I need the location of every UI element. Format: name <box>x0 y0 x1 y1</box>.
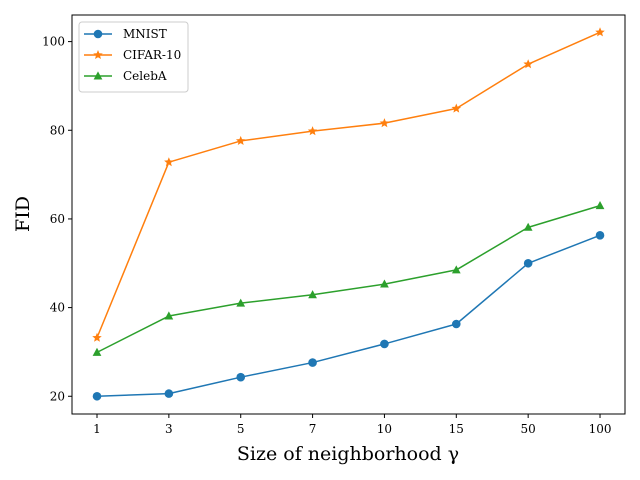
data-point-celeba-100 <box>595 201 605 210</box>
legend-label-cifar-10: CIFAR-10 <box>123 48 181 62</box>
x-tick-label-7: 7 <box>309 422 317 436</box>
data-point-cifar-10-10 <box>379 118 390 128</box>
legend-marker-celeba <box>93 71 103 80</box>
legend-box <box>78 21 189 93</box>
data-point-mnist-100 <box>595 231 605 240</box>
series-line-cifar-10 <box>96 31 601 339</box>
data-point-celeba-3 <box>164 311 174 320</box>
data-point-celeba-50 <box>523 222 533 231</box>
series-line-celeba <box>96 204 601 354</box>
series-layer <box>92 27 605 401</box>
data-point-mnist-10 <box>380 339 389 349</box>
data-point-cifar-10-7 <box>307 126 318 136</box>
data-point-cifar-10-100 <box>595 27 605 37</box>
data-point-mnist-1 <box>92 391 102 401</box>
series-mnist <box>92 231 605 401</box>
x-tick-label-1: 1 <box>93 422 101 436</box>
x-tick-label-15: 15 <box>449 422 464 436</box>
data-point-celeba-1 <box>92 347 102 356</box>
y-tick-label-60: 60 <box>50 212 65 226</box>
series-line-mnist <box>96 234 601 398</box>
data-point-cifar-10-50 <box>523 59 533 69</box>
y-tick-label-100: 100 <box>42 35 65 49</box>
x-tick-label-5: 5 <box>237 422 245 436</box>
data-point-cifar-10-5 <box>235 135 246 145</box>
y-axis-label: FID <box>12 196 34 232</box>
data-point-mnist-7 <box>308 358 317 367</box>
legend-marker-cifar-10 <box>93 50 103 60</box>
data-point-mnist-50 <box>523 258 533 268</box>
data-point-mnist-5 <box>236 372 246 382</box>
legend-label-celeba: CelebA <box>123 69 167 83</box>
x-tick-label-50: 50 <box>521 422 536 436</box>
data-point-celeba-15 <box>451 265 461 274</box>
x-tick-label-10: 10 <box>377 422 392 436</box>
y-tick-label-80: 80 <box>50 123 65 137</box>
data-point-mnist-3 <box>164 389 174 398</box>
data-point-cifar-10-15 <box>451 103 462 113</box>
data-point-cifar-10-3 <box>164 157 174 167</box>
x-tick-label-100: 100 <box>589 422 612 436</box>
y-tick-label-20: 20 <box>50 389 65 403</box>
y-tick-label-40: 40 <box>50 301 65 315</box>
x-tick-label-3: 3 <box>165 422 173 436</box>
series-cifar-10 <box>92 27 605 342</box>
legend-label-mnist: MNIST <box>123 27 167 41</box>
series-celeba <box>92 201 605 356</box>
legend-entries: MNIST CIFAR-10 CelebA <box>84 27 181 83</box>
data-point-celeba-7 <box>308 290 317 299</box>
data-point-celeba-5 <box>236 298 246 307</box>
data-point-celeba-10 <box>380 279 389 288</box>
data-point-mnist-15 <box>452 319 461 329</box>
x-axis-label: Size of neighborhood γ <box>237 443 459 465</box>
axes-layer: 1 3 5 7 10 15 50 100 20 40 60 80 100 <box>42 35 611 436</box>
legend-marker-mnist <box>93 29 103 39</box>
legend: MNIST CIFAR-10 CelebA <box>78 21 189 93</box>
data-point-cifar-10-1 <box>92 332 102 342</box>
